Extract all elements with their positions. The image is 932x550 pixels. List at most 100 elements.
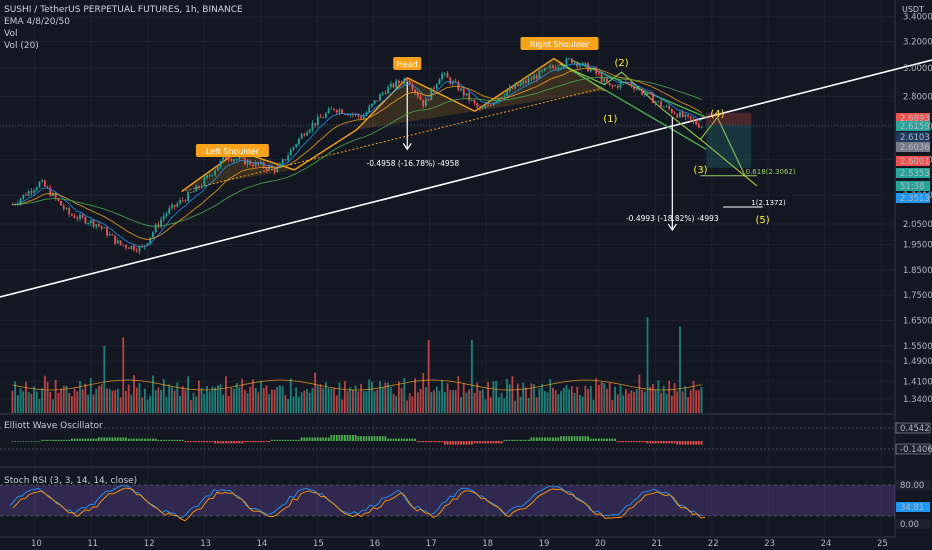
volume-bar [100, 384, 103, 413]
ewo-bar [489, 441, 492, 444]
candle-body [641, 89, 644, 95]
candle-body [414, 89, 417, 93]
candle-body [330, 108, 333, 110]
volume-bar [649, 386, 652, 413]
vol-indicator-label[interactable]: Vol [4, 29, 18, 39]
ema-8-line [12, 63, 702, 247]
ewo-bar [289, 439, 292, 441]
candle-body [60, 200, 62, 206]
ewo-bar [208, 441, 211, 443]
ewo-bar [554, 437, 557, 441]
y-tick-label: 2.8000 [903, 92, 932, 102]
x-tick-label: 11 [87, 539, 98, 549]
volume-bar [533, 384, 535, 413]
volume-bar [679, 326, 681, 413]
candle-body [84, 217, 87, 224]
volume-bar [62, 385, 65, 413]
ewo-bar [238, 441, 241, 444]
head-fill [356, 77, 475, 130]
volume-bar [619, 385, 622, 413]
candle-body [441, 73, 444, 80]
candle-body [103, 227, 106, 229]
volume-bar [276, 386, 279, 413]
vol20-indicator-label[interactable]: Vol (20) [4, 41, 39, 51]
candle-body [314, 123, 317, 125]
candle-body [595, 67, 598, 74]
wave-4-label: (4) [710, 109, 724, 120]
volume-bar [122, 337, 125, 413]
ewo-bar [103, 437, 106, 441]
volume-bar [689, 389, 692, 413]
candle-body [484, 105, 487, 109]
candle-body [322, 117, 325, 119]
candle-body [335, 110, 338, 113]
symbol-title[interactable]: SUSHI / TetherUS PERPETUAL FUTURES, 1h, … [4, 5, 243, 15]
ewo-bar [189, 441, 192, 443]
candle-body [635, 89, 638, 90]
candle-body [552, 65, 554, 68]
annotations: Left Shoulder Head Right Shoulder -0.4958 (… [195, 37, 796, 226]
volume-bar [500, 392, 503, 413]
candle-body [187, 192, 190, 202]
stoch-legend[interactable]: Stoch RSI (3, 3, 14, 14, close) [4, 476, 138, 486]
ewo-bar [152, 438, 154, 441]
candle-body [268, 165, 271, 170]
candle-body [652, 94, 654, 104]
volume-bar [25, 381, 27, 413]
candle-body [460, 88, 462, 91]
ewo-bar [362, 436, 365, 441]
volume-bar [176, 382, 179, 413]
candle-body [43, 180, 46, 187]
ewo-bar [333, 435, 335, 441]
neckline-measure-label: -0.4993 (-18.82%) -4993 [626, 214, 719, 223]
ewo-bar [33, 441, 35, 442]
y-tick-label: 1.3400 [903, 395, 932, 405]
y-tick-label: 1.4100 [903, 377, 932, 387]
ewo-bar [670, 441, 673, 444]
volume-bar [695, 390, 698, 413]
candle-body [349, 114, 352, 116]
ewo-bar [206, 441, 208, 443]
candle-body [79, 214, 81, 219]
volume-bar [479, 390, 481, 413]
ewo-bar [198, 441, 200, 443]
ewo-bar [479, 441, 481, 444]
candle-body [689, 116, 692, 120]
volume-bar [692, 380, 695, 413]
stoch-value: 0.00 [900, 520, 919, 530]
volume-bar [406, 400, 408, 413]
volume-bar [419, 388, 422, 413]
ewo-bar [465, 441, 468, 445]
candle-body [500, 96, 503, 98]
volume-bar [452, 390, 454, 413]
x-tick-label: 19 [539, 539, 550, 549]
candle-body [111, 234, 114, 236]
ewo-bar [557, 437, 560, 441]
volume-bar [565, 385, 568, 413]
elliott-wave-oscillator-pane: 0.4542 -0.1406 [0, 422, 932, 455]
volume-bars [11, 317, 703, 413]
volume-bar [449, 390, 452, 413]
volume-bar [170, 386, 173, 413]
volume-bar [89, 378, 92, 413]
volume-bar [162, 379, 165, 413]
candle-body [381, 92, 384, 95]
ewo-legend[interactable]: Elliott Wave Oscillator [4, 421, 103, 431]
price-badge-bg [896, 181, 930, 191]
ewo-bar [365, 436, 368, 441]
ewo-bar [668, 441, 671, 444]
stoch-value: 80.00 [900, 481, 924, 491]
ewo-bar [298, 439, 300, 441]
y-tick-label: 1.8500 [903, 266, 932, 276]
ewo-bar [76, 438, 79, 441]
volume-bar [233, 388, 235, 413]
volume-bar [203, 393, 206, 413]
candle-body [687, 114, 689, 117]
ewo-bar [41, 439, 44, 441]
ewo-bar [225, 441, 227, 444]
ema-indicator-label[interactable]: EMA 4/8/20/50 [4, 17, 70, 27]
wave-5-label: (5) [755, 215, 769, 226]
volume-bar [473, 392, 476, 413]
head-measure-arrow-head [402, 142, 412, 151]
